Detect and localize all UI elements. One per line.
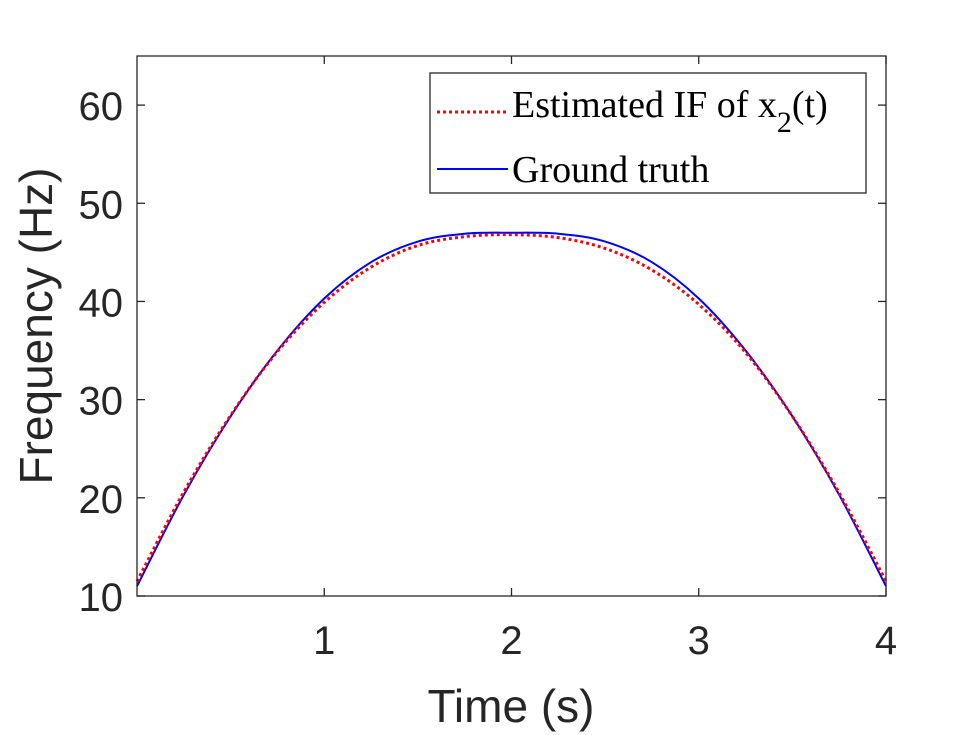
y-tick-label: 60	[79, 85, 124, 129]
y-axis-label: Frequency (Hz)	[10, 168, 62, 485]
y-tick-label: 50	[79, 183, 124, 227]
y-tick-label: 40	[79, 281, 124, 325]
y-tick-label: 10	[79, 576, 124, 620]
legend-box	[429, 72, 867, 194]
x-tick-label: 2	[500, 619, 522, 663]
x-tick-label: 1	[313, 619, 335, 663]
legend-label-estimated: Estimated IF of x2(t)	[512, 84, 828, 139]
legend-label-ground-truth: Ground truth	[512, 149, 709, 191]
legend: Estimated IF of x2(t) Ground truth	[429, 72, 867, 194]
x-tick-label: 4	[875, 619, 897, 663]
y-tick-label: 30	[79, 380, 124, 424]
series-line-estimated	[135, 233, 888, 582]
legend-estimated-sub: 2	[777, 106, 792, 139]
x-tick-label: 3	[688, 619, 710, 663]
y-tick-label: 20	[79, 478, 124, 522]
legend-estimated-suffix: (t)	[792, 84, 828, 126]
series-layer	[135, 231, 888, 587]
legend-estimated-prefix: Estimated IF of x	[512, 84, 777, 126]
x-axis-label: Time (s)	[428, 680, 595, 732]
tick-layer: 1 2 3 4 10 20 30 40 50 60	[79, 56, 897, 663]
